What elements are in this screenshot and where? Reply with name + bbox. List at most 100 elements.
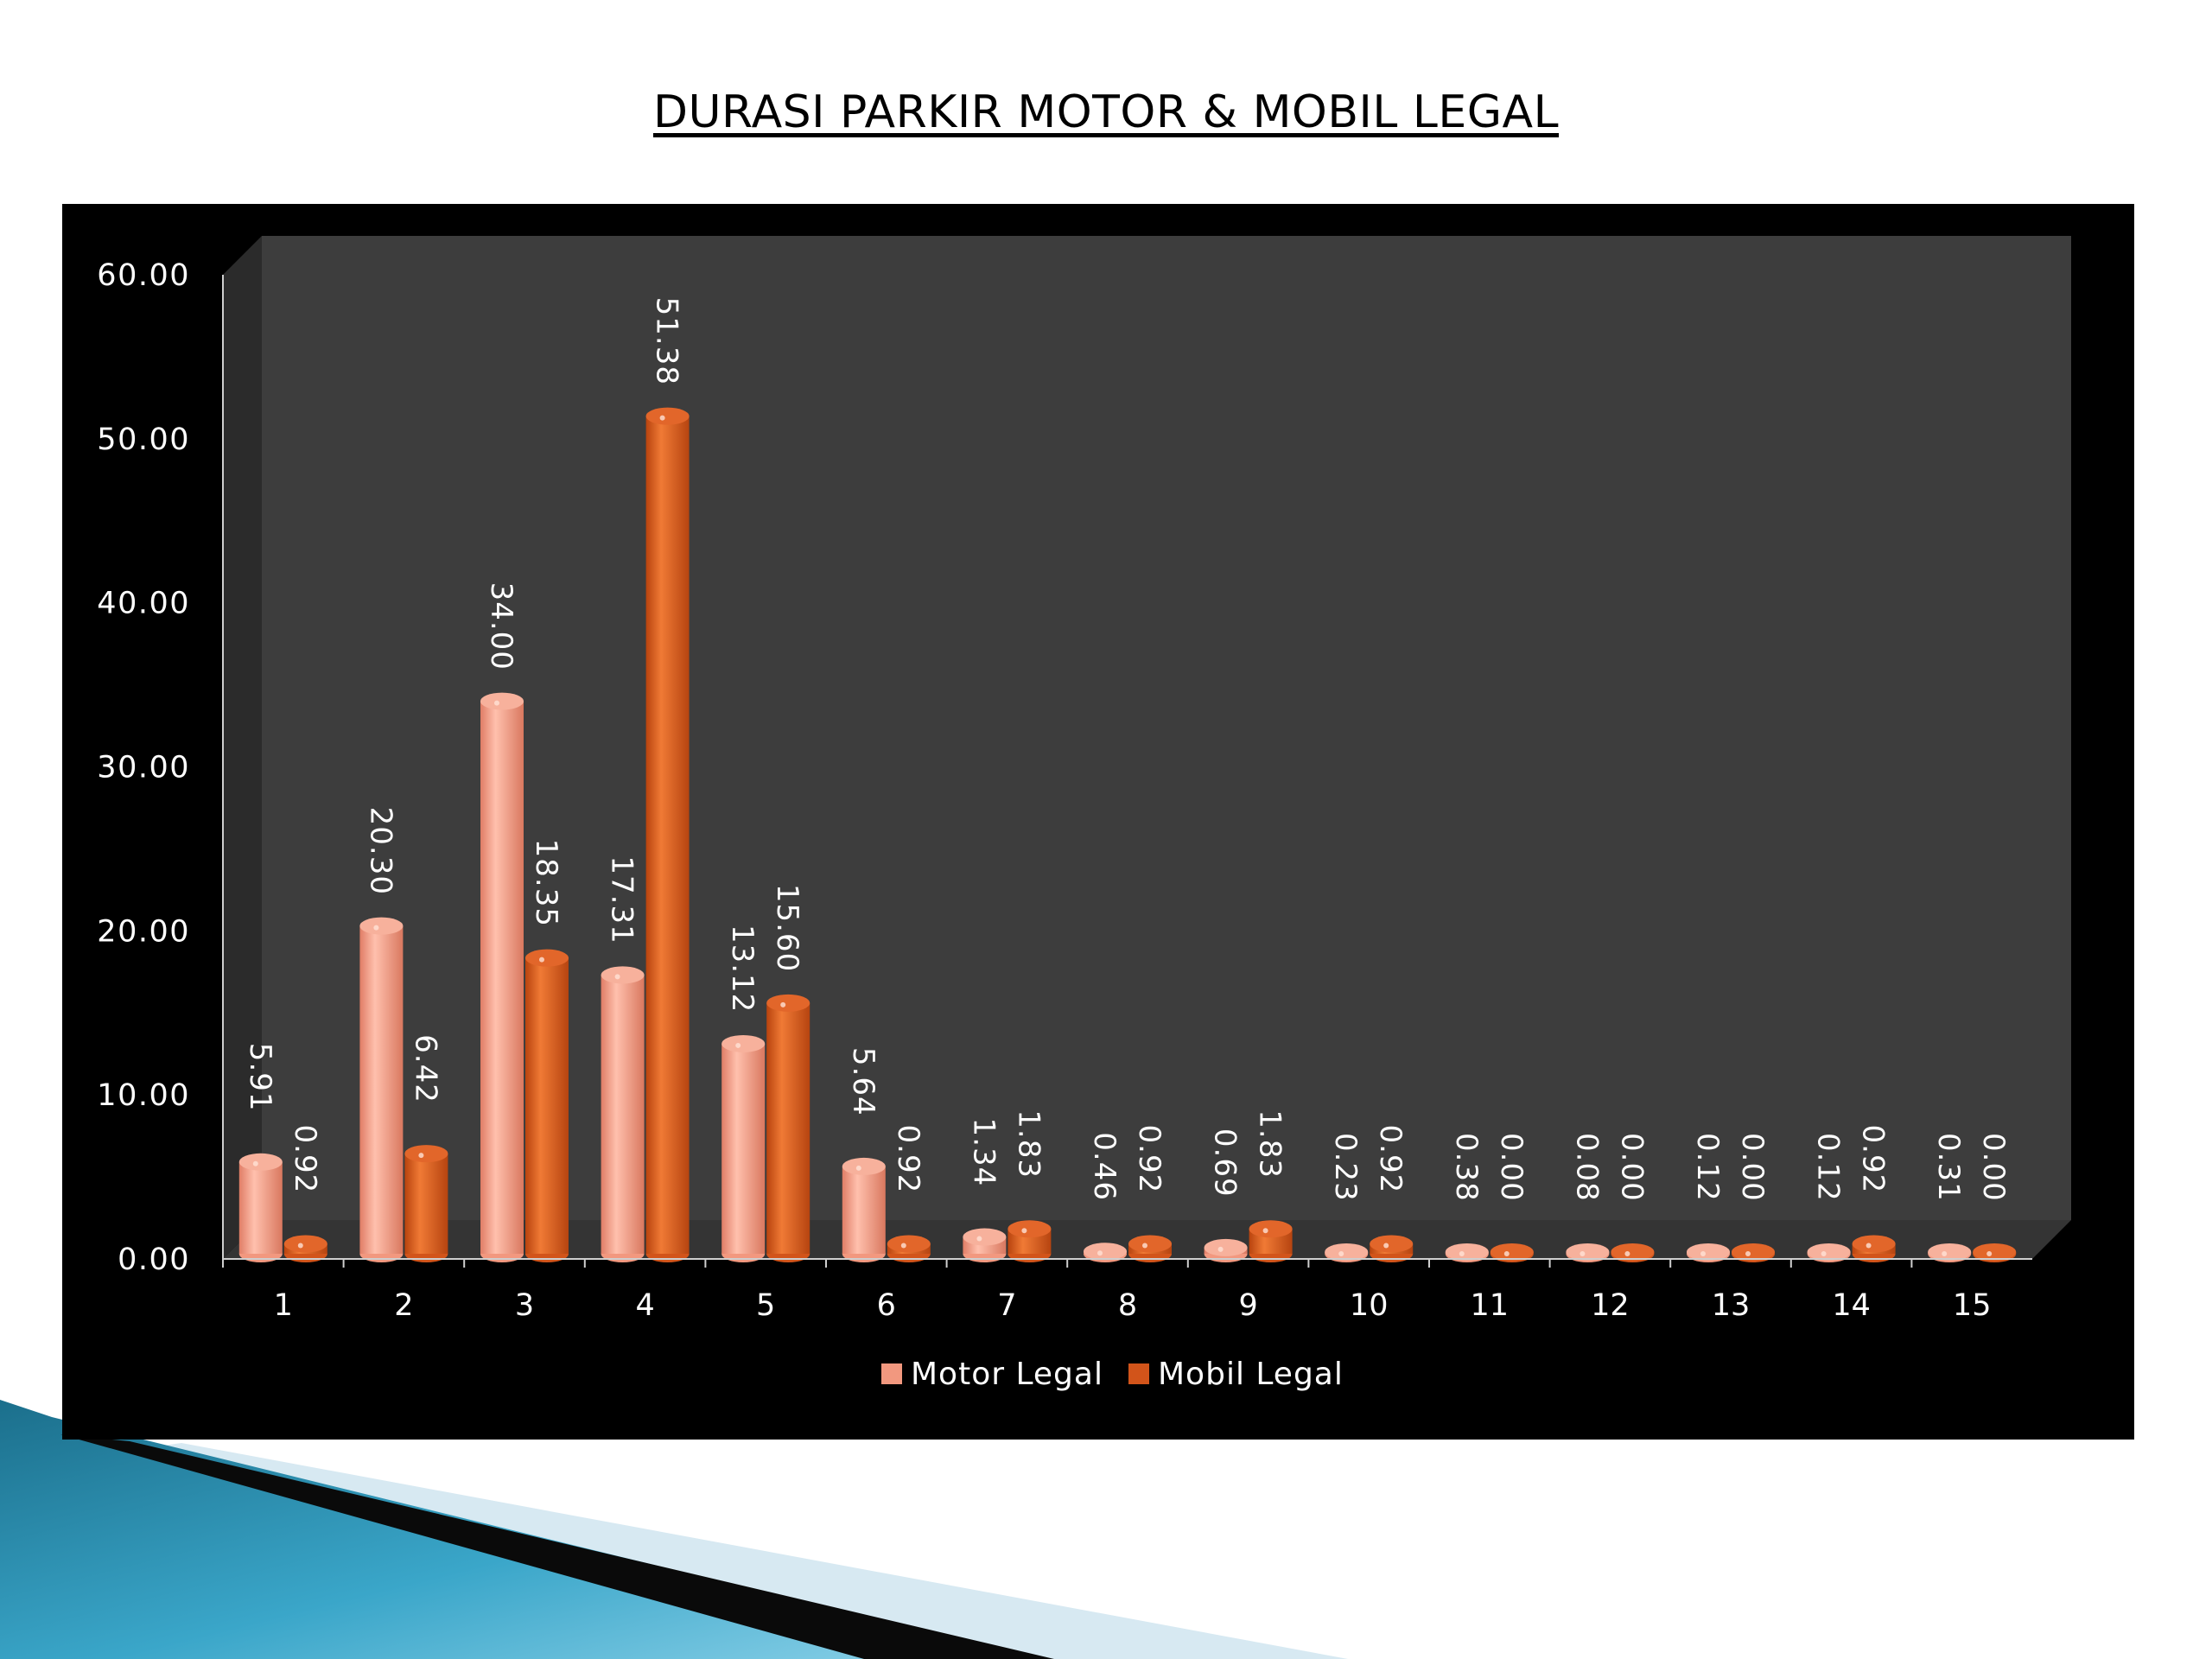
- plot-side-wall: [223, 236, 262, 1259]
- x-tick-label: 10: [1350, 1288, 1389, 1323]
- x-tick-label: 12: [1591, 1288, 1630, 1323]
- bar-mobil-legal: [525, 949, 569, 1262]
- bar-highlight: [1262, 1228, 1268, 1234]
- bar-body: [645, 416, 690, 1254]
- bar-cap: [404, 1145, 448, 1163]
- y-tick-label: 30.00: [97, 751, 190, 785]
- data-label: 0.92: [1132, 1125, 1166, 1194]
- data-label: 0.31: [1931, 1133, 1966, 1202]
- data-label: 0.92: [891, 1125, 925, 1194]
- bar-cap: [480, 692, 524, 710]
- x-tick-label: 13: [1712, 1288, 1751, 1323]
- x-axis: 1 2 3 4 5 6 7 8 9 10 11 12 13 14 15: [222, 1258, 2032, 1323]
- bar-body: [842, 1166, 886, 1254]
- bar-cap: [842, 1157, 886, 1175]
- slide-title: DURASI PARKIR MOTOR & MOBIL LEGAL: [652, 86, 1560, 138]
- x-tick-label: 14: [1832, 1288, 1871, 1323]
- bar-highlight: [1383, 1243, 1389, 1249]
- data-label: 0.92: [1856, 1125, 1891, 1194]
- data-label: 17.31: [605, 855, 639, 944]
- bar-body: [525, 957, 569, 1254]
- data-label: 34.00: [484, 582, 518, 671]
- bar-highlight: [297, 1243, 303, 1249]
- bar-cap: [525, 949, 569, 967]
- bar-body: [480, 701, 524, 1254]
- data-label: 0.08: [1569, 1133, 1604, 1202]
- bar-highlight: [494, 700, 499, 706]
- bar-cap: [1928, 1243, 1972, 1261]
- bar-cap: [1687, 1243, 1730, 1261]
- bar-cap: [1128, 1235, 1172, 1253]
- bar-highlight: [1821, 1251, 1827, 1256]
- bar-highlight: [1580, 1251, 1586, 1256]
- data-label: 0.12: [1811, 1133, 1846, 1202]
- data-label: 0.46: [1087, 1132, 1122, 1201]
- bar-highlight: [1745, 1251, 1751, 1256]
- y-axis: 0.00 10.00 20.00 30.00 40.00 50.00 60.00: [97, 258, 224, 1277]
- bar-highlight: [735, 1042, 741, 1048]
- data-label: 5.91: [243, 1043, 277, 1112]
- x-tick-label: 11: [1471, 1288, 1510, 1323]
- y-tick-label: 20.00: [97, 914, 190, 949]
- bar-highlight: [1021, 1228, 1027, 1234]
- bar-highlight: [1459, 1251, 1465, 1256]
- bar-cap: [601, 966, 645, 984]
- bar-cap: [721, 1034, 766, 1052]
- bar-cap: [645, 407, 690, 425]
- bar-mobil-legal: [645, 407, 690, 1262]
- bar-motor-legal: [1325, 1243, 1369, 1262]
- legend-label: Motor Legal: [911, 1357, 1103, 1392]
- bar-highlight: [252, 1160, 258, 1166]
- decor-black-swoosh: [60, 1434, 1054, 1659]
- bar-motor-legal: [238, 1153, 283, 1262]
- data-label: 0.92: [1373, 1125, 1408, 1194]
- data-label: 0.00: [1735, 1133, 1770, 1202]
- x-tick-label: 4: [635, 1288, 654, 1323]
- y-tick-label: 50.00: [97, 423, 190, 457]
- bar-chart: 0.00 10.00 20.00 30.00 40.00 50.00 6 0.00 5.91 0…: [97, 236, 2071, 1392]
- bar-mobil-legal: [1249, 1220, 1293, 1262]
- bar-cap: [963, 1228, 1007, 1246]
- bar-cap: [1807, 1243, 1851, 1261]
- bar-cap: [1852, 1235, 1896, 1253]
- bar-cap: [1732, 1243, 1775, 1261]
- bar-highlight: [976, 1236, 982, 1242]
- legend-item-mobil-legal: Mobil Legal: [1128, 1357, 1343, 1392]
- x-tick-label: 3: [515, 1288, 534, 1323]
- bar-motor-legal: [601, 966, 645, 1262]
- bar-cap: [1490, 1243, 1534, 1261]
- bar-highlight: [1986, 1251, 1993, 1256]
- bar-cap: [283, 1235, 327, 1253]
- bar-motor-legal: [480, 692, 524, 1262]
- bar-cap: [1566, 1243, 1610, 1261]
- bar-cap: [1973, 1243, 2017, 1261]
- data-label: 5.64: [846, 1047, 880, 1116]
- y-tick-label: 0.00: [118, 1243, 190, 1277]
- bar-cap: [1611, 1243, 1655, 1261]
- bar-highlight: [1338, 1251, 1344, 1256]
- data-label: 0.69: [1208, 1128, 1243, 1198]
- data-label: 6.42: [408, 1034, 442, 1103]
- legend-swatch: [1128, 1363, 1149, 1384]
- x-tick-label: 5: [756, 1288, 775, 1323]
- y-tick-label: 40.00: [97, 587, 190, 621]
- x-tick-label: 9: [1238, 1288, 1257, 1323]
- data-label: 1.83: [1253, 1109, 1287, 1179]
- bar-body: [601, 975, 645, 1254]
- bar-cap: [1007, 1220, 1052, 1238]
- bar-highlight: [659, 415, 665, 421]
- bar-highlight: [1624, 1251, 1630, 1256]
- bar-cap: [1445, 1243, 1489, 1261]
- legend-item-motor-legal: Motor Legal: [881, 1357, 1103, 1392]
- bar-motor-legal: [721, 1034, 766, 1262]
- bar-motor-legal: [963, 1228, 1007, 1262]
- x-tick-label: 6: [877, 1288, 896, 1323]
- x-tick-label: 8: [1118, 1288, 1137, 1323]
- bar-body: [721, 1043, 766, 1254]
- data-label: 0.38: [1449, 1133, 1484, 1202]
- bar-highlight: [1097, 1250, 1103, 1256]
- y-tick-label: 10.00: [97, 1078, 190, 1113]
- data-label: 0.92: [288, 1125, 322, 1194]
- x-tick-label: 1: [274, 1288, 293, 1323]
